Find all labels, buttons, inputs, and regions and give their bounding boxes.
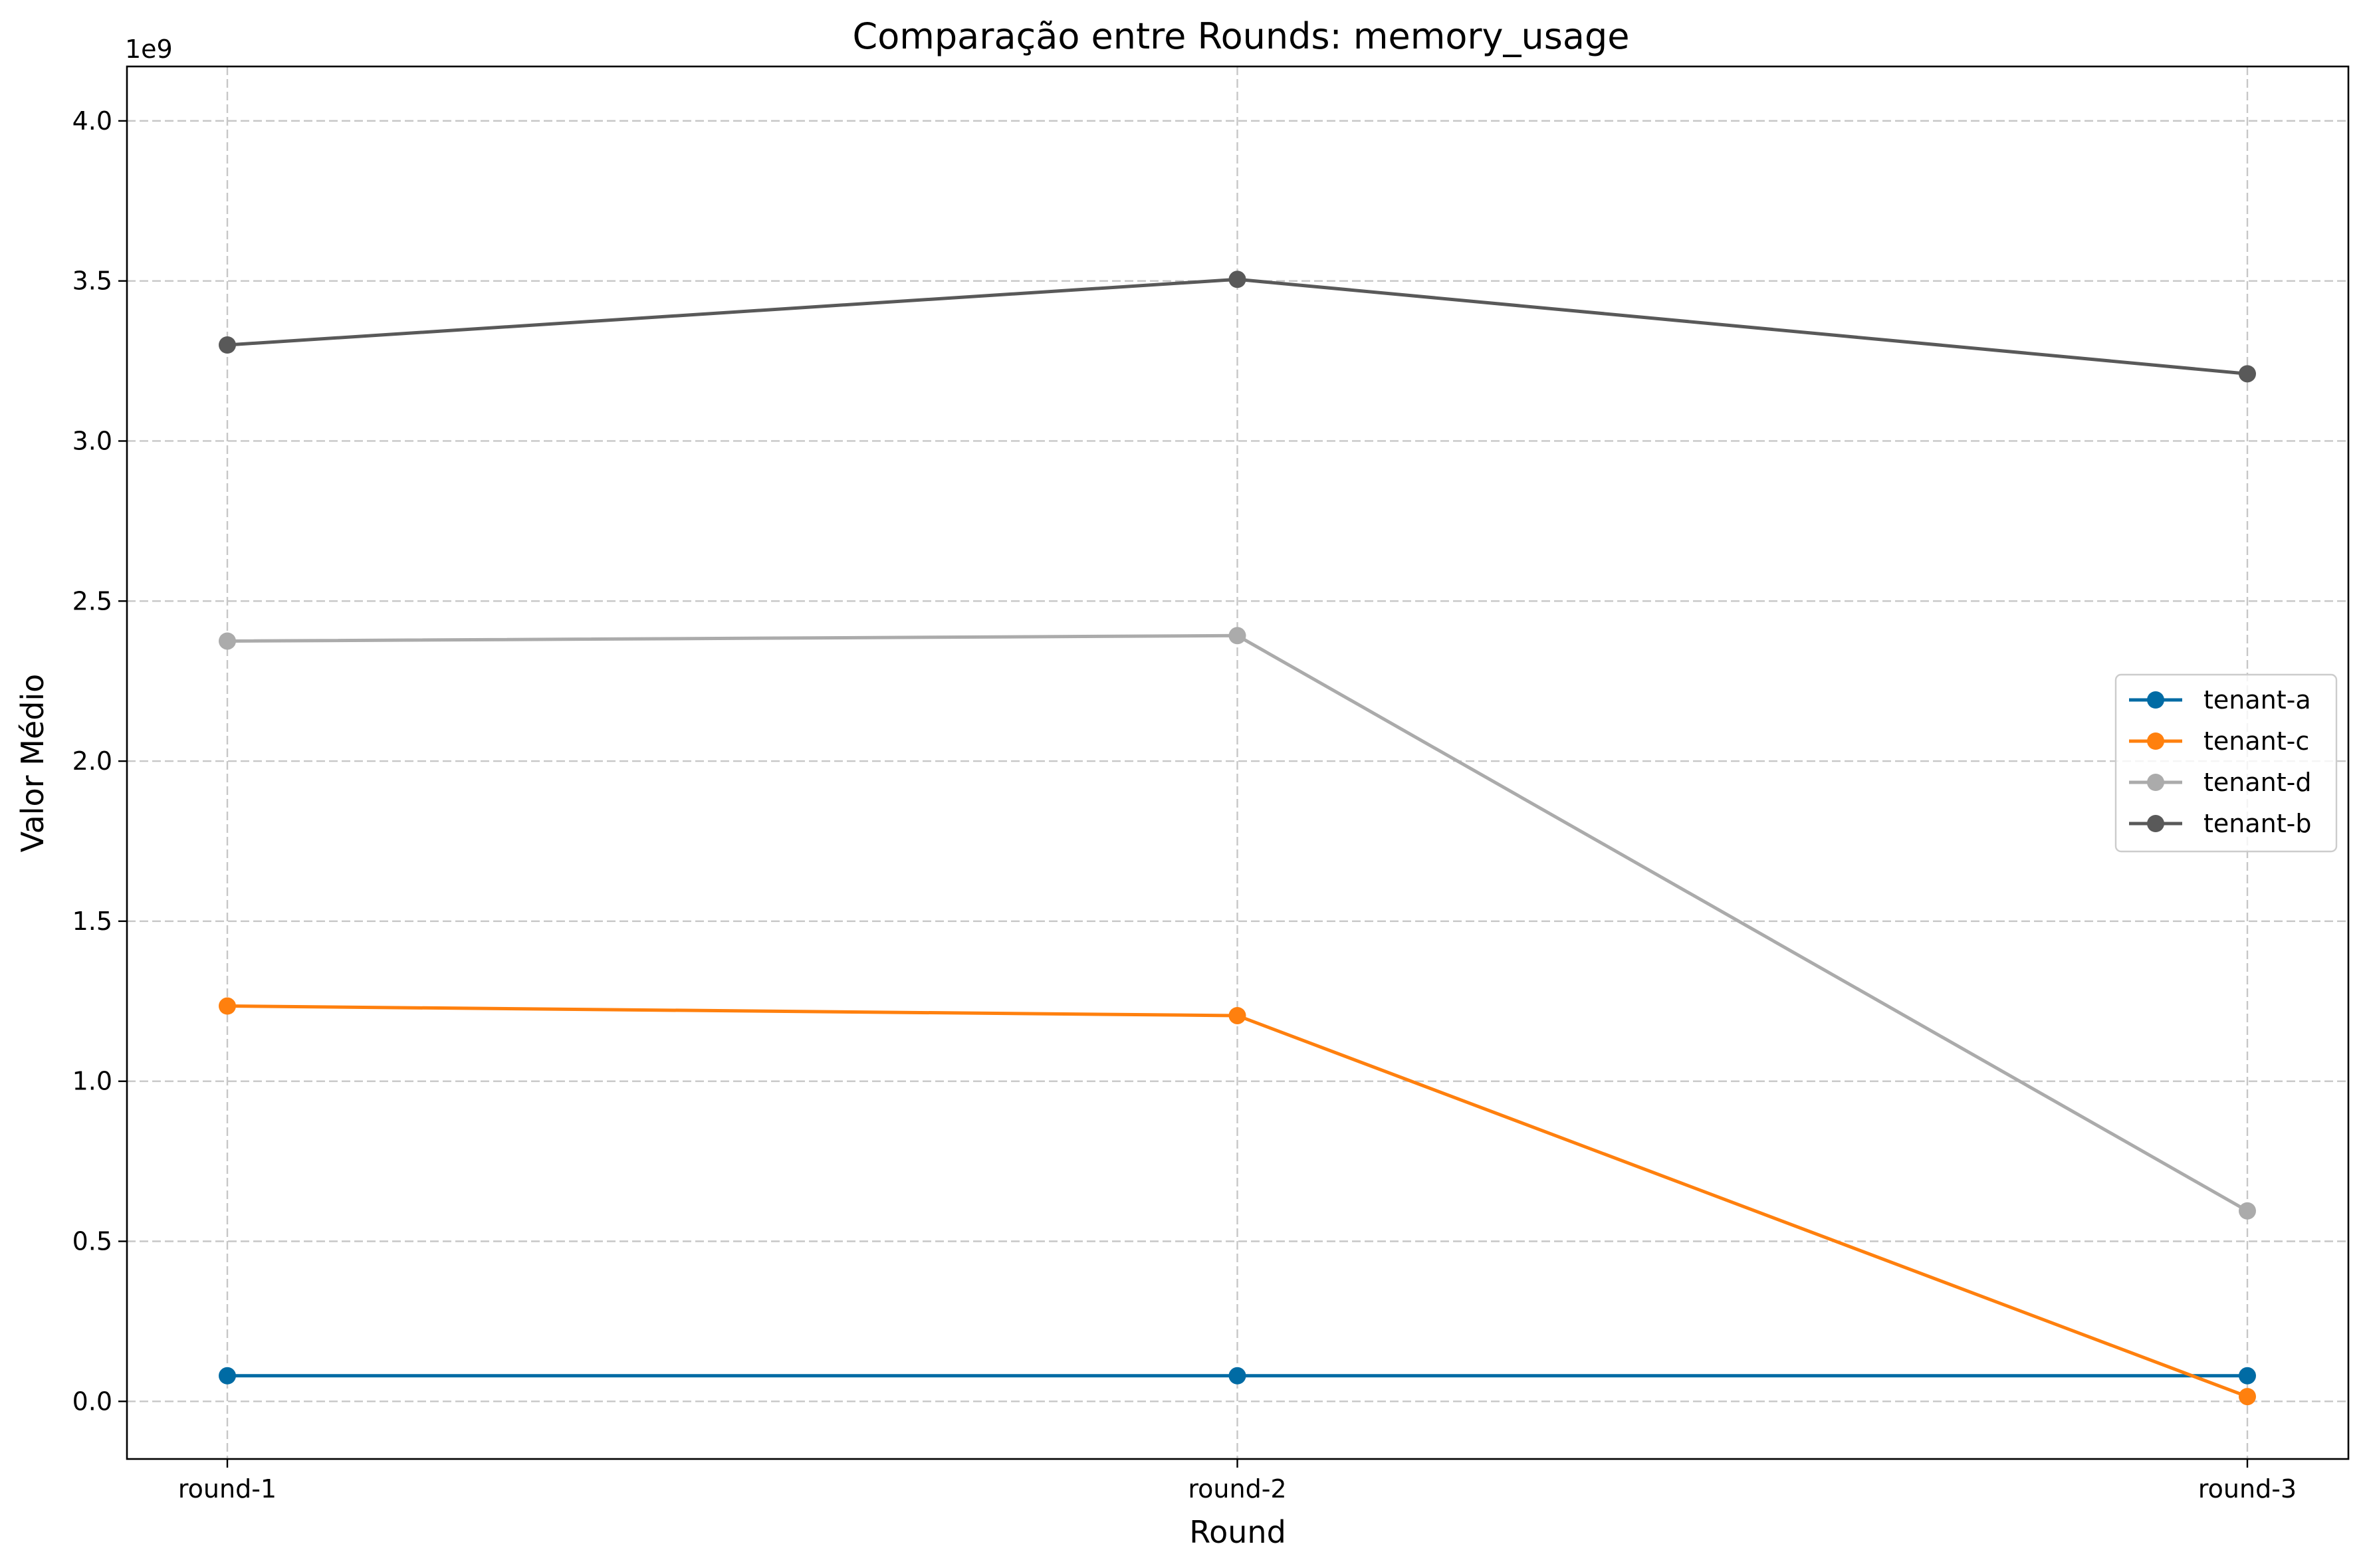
legend-label: tenant-d bbox=[2203, 768, 2311, 797]
y-tick-label: 3.0 bbox=[72, 426, 112, 455]
data-point bbox=[1228, 1367, 1246, 1385]
y-tick-label: 3.5 bbox=[72, 267, 112, 296]
y-tick-label: 1.5 bbox=[72, 907, 112, 936]
data-point bbox=[219, 632, 236, 650]
data-point bbox=[219, 336, 236, 354]
grid bbox=[127, 66, 2348, 1459]
legend-label: tenant-b bbox=[2203, 809, 2311, 838]
legend-item: tenant-d bbox=[2129, 768, 2311, 797]
y-tick-label: 4.0 bbox=[72, 106, 112, 136]
series-tenant-b bbox=[219, 271, 2256, 383]
data-point bbox=[219, 997, 236, 1015]
series-tenant-c bbox=[219, 997, 2256, 1406]
y-tick-label: 2.5 bbox=[72, 586, 112, 616]
y-tick-label: 2.0 bbox=[72, 746, 112, 776]
legend-marker bbox=[2147, 815, 2164, 832]
legend-marker bbox=[2147, 691, 2164, 709]
data-point bbox=[2239, 365, 2256, 383]
data-point bbox=[2239, 1388, 2256, 1406]
data-point bbox=[1228, 627, 1246, 645]
y-tick-label: 0.5 bbox=[72, 1227, 112, 1256]
data-point bbox=[2239, 1202, 2256, 1220]
y-tick-label: 0.0 bbox=[72, 1387, 112, 1416]
legend-label: tenant-a bbox=[2203, 685, 2311, 715]
data-point bbox=[219, 1367, 236, 1385]
data-point bbox=[1228, 1006, 1246, 1024]
y-axis-offset-label: 1e9 bbox=[125, 35, 173, 64]
x-axis-label: Round bbox=[1189, 1514, 1286, 1550]
legend-label: tenant-c bbox=[2203, 727, 2309, 756]
y-tick-label: 1.0 bbox=[72, 1067, 112, 1096]
legend-box bbox=[2114, 673, 2338, 853]
series-layer bbox=[219, 271, 2256, 1406]
x-tick-label: round-1 bbox=[178, 1474, 277, 1504]
legend-marker bbox=[2147, 774, 2164, 791]
legend-marker bbox=[2147, 732, 2164, 750]
legend-item: tenant-c bbox=[2129, 727, 2309, 756]
legend-item: tenant-b bbox=[2129, 809, 2311, 838]
legend-item: tenant-a bbox=[2129, 685, 2311, 715]
x-tick-label: round-3 bbox=[2198, 1474, 2297, 1504]
x-tick-label: round-2 bbox=[1188, 1474, 1286, 1504]
data-point bbox=[1228, 271, 1246, 288]
data-point bbox=[2239, 1367, 2256, 1385]
series-tenant-d bbox=[219, 627, 2256, 1220]
legend: tenant-a tenant-c tenant-d tenant-b bbox=[2114, 673, 2338, 853]
y-axis-label: Valor Médio bbox=[15, 674, 51, 853]
series-tenant-a bbox=[219, 1367, 2256, 1385]
axes: 0.0 0.5 1.0 1.5 2.0 2.5 3.0 3.5 4.0 round-1 round-… bbox=[72, 106, 2297, 1504]
chart-title: Comparação entre Rounds: memory_usage bbox=[853, 15, 1630, 57]
